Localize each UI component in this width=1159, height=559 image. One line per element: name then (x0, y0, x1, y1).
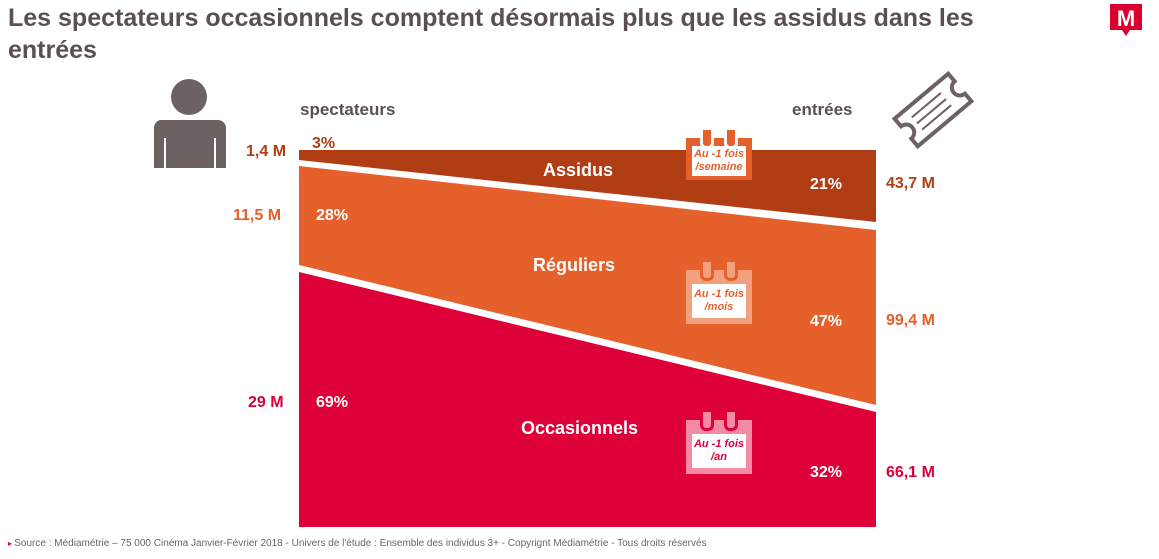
mediametrie-logo: M (1110, 4, 1142, 36)
reguliers-spectateurs-pct: 28% (316, 207, 349, 224)
calendar-icon-semaine: Au -1 fois/semaine (686, 130, 752, 180)
occasionnels-spectateurs: 29 M (248, 394, 284, 411)
calendar-icon-mois: Au -1 fois/mois (686, 262, 752, 324)
assidus-name: Assidus (543, 160, 614, 180)
freq-line1: Au -1 fois (693, 148, 745, 160)
assidus-spectateurs: 1,4 M (246, 143, 287, 160)
entrees-label: entrées (792, 100, 853, 119)
page-title: Les spectateurs occasionnels comptent dé… (8, 4, 974, 64)
ticket-icon (891, 70, 975, 150)
freq-line2: /an (711, 451, 727, 463)
reguliers-entrees-pct: 47% (810, 313, 843, 330)
reguliers-entrees: 99,4 M (886, 312, 935, 329)
calendar-icon-an: Au -1 fois/an (686, 412, 752, 474)
assidus-spectateurs-pct: 3% (312, 135, 336, 152)
occasionnels-entrees: 66,1 M (886, 464, 935, 481)
freq-line1: Au -1 fois (693, 288, 745, 300)
occasionnels-name: Occasionnels (521, 418, 639, 438)
person-icon (153, 79, 226, 168)
freq-line2: /mois (704, 301, 734, 313)
assidus-entrees: 43,7 M (886, 175, 935, 192)
svg-text:M: M (1117, 6, 1135, 31)
source-text: Source : Médiamétrie – 75 000 Cinéma Jan… (14, 538, 707, 549)
source-note: ▸ Source : Médiamétrie – 75 000 Cinéma J… (8, 538, 707, 549)
bullet-icon: ▸ (8, 539, 15, 548)
occasionnels-entrees-pct: 32% (810, 464, 843, 481)
reguliers-name: Réguliers (533, 255, 616, 275)
freq-line2: /semaine (695, 161, 743, 173)
band-reguliers (299, 166, 876, 405)
occasionnels-spectateurs-pct: 69% (316, 394, 349, 411)
assidus-entrees-pct: 21% (810, 176, 843, 193)
freq-line1: Au -1 fois (693, 438, 745, 450)
spectateurs-label: spectateurs (300, 100, 396, 119)
reguliers-spectateurs: 11,5 M (233, 207, 282, 224)
